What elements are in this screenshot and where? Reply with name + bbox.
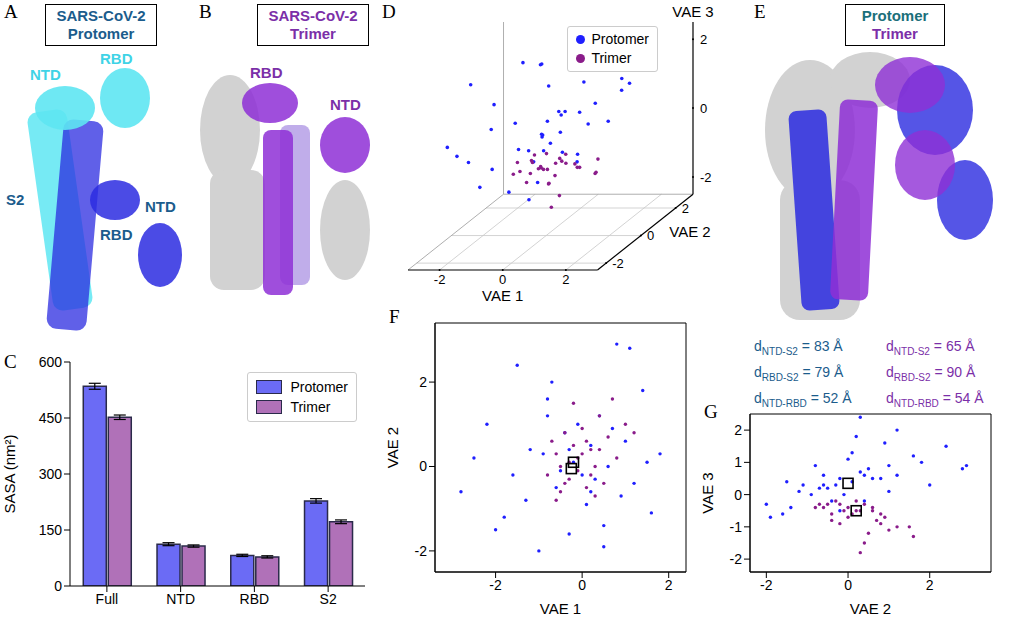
html-text:SARS-CoV-2 Trimer: SARS-CoV-2 Trimer	[268, 7, 358, 42]
svg-text:0: 0	[578, 577, 586, 593]
svg-text:0: 0	[499, 272, 506, 287]
html-text:Trimer: Trimer	[872, 25, 918, 42]
html-text:A: A	[4, 1, 18, 22]
svg-text:-1: -1	[730, 519, 743, 535]
svg-text:2: 2	[682, 201, 689, 216]
html-text:dNTD-S2 = 83 Å: dNTD-S2 = 83 Å	[754, 338, 843, 357]
svg-text:SASA (nm²): SASA (nm²)	[1, 434, 18, 513]
html-text:B: B	[199, 1, 212, 22]
html-text:dNTD-S2 = 65 Å: dNTD-S2 = 65 Å	[886, 338, 975, 357]
svg-text:VAE 2: VAE 2	[850, 600, 891, 617]
svg-text:NTD: NTD	[145, 198, 176, 215]
svg-text:0: 0	[419, 458, 427, 474]
svg-text:VAE 3: VAE 3	[672, 3, 713, 20]
svg-text:450: 450	[39, 410, 63, 426]
svg-text:RBD: RBD	[100, 50, 133, 67]
svg-text:0: 0	[647, 228, 654, 243]
svg-text:0: 0	[700, 101, 707, 116]
svg-text:VAE 2: VAE 2	[669, 223, 710, 240]
html-text:D: D	[382, 1, 396, 22]
svg-text:VAE 1: VAE 1	[482, 287, 523, 304]
html-text:G: G	[704, 401, 718, 422]
html-text:dRBD-S2 = 90 Å: dRBD-S2 = 90 Å	[886, 363, 976, 383]
svg-text:-2: -2	[730, 551, 743, 567]
svg-text:1: 1	[734, 454, 742, 470]
html-text:Trimer: Trimer	[591, 50, 632, 66]
html-text:Protomer: Protomer	[861, 7, 929, 24]
svg-text:2: 2	[419, 374, 427, 390]
svg-text:S2: S2	[320, 591, 337, 607]
html-text:E: E	[754, 1, 766, 22]
svg-text:-2: -2	[760, 577, 773, 593]
svg-text:0: 0	[54, 578, 62, 594]
svg-text:RBD: RBD	[250, 64, 283, 81]
svg-text:RBD: RBD	[100, 226, 133, 243]
html-text:dRBD-S2 = 79 Å: dRBD-S2 = 79 Å	[754, 363, 844, 383]
svg-text:150: 150	[39, 522, 63, 538]
svg-text:-2: -2	[612, 256, 624, 271]
html-text:C: C	[4, 351, 17, 372]
svg-text:2: 2	[926, 577, 934, 593]
svg-text:VAE 3: VAE 3	[700, 472, 716, 513]
svg-text:VAE 1: VAE 1	[540, 600, 581, 617]
svg-text:NTD: NTD	[30, 66, 61, 83]
svg-text:RBD: RBD	[240, 591, 270, 607]
html-text:Protomer: Protomer	[591, 31, 649, 47]
svg-text:2: 2	[734, 422, 742, 438]
html-text:Protomer: Protomer	[290, 379, 348, 395]
svg-text:NTD: NTD	[166, 591, 195, 607]
svg-text:300: 300	[39, 466, 63, 482]
html-text:dNTD-RBD = 52 Å: dNTD-RBD = 52 Å	[754, 389, 852, 409]
svg-text:0: 0	[844, 577, 852, 593]
html-text:SARS-CoV-2 Protomer: SARS-CoV-2 Protomer	[56, 7, 146, 42]
svg-text:2: 2	[562, 272, 569, 287]
svg-text:Full: Full	[96, 591, 119, 607]
svg-text:-2: -2	[434, 272, 446, 287]
svg-text:VAE 2: VAE 2	[385, 427, 401, 468]
svg-text:600: 600	[39, 354, 63, 370]
svg-text:0: 0	[734, 487, 742, 503]
html-text:dNTD-RBD = 54 Å: dNTD-RBD = 54 Å	[886, 389, 984, 409]
svg-text:-2: -2	[415, 543, 428, 559]
svg-text:-2: -2	[489, 577, 502, 593]
html-text:Trimer: Trimer	[290, 399, 331, 415]
svg-text:NTD: NTD	[330, 96, 361, 113]
svg-text:-2: -2	[700, 170, 712, 185]
html-text:F: F	[389, 306, 400, 327]
svg-text:2: 2	[665, 577, 673, 593]
svg-text:2: 2	[700, 32, 707, 47]
svg-text:S2: S2	[6, 191, 24, 208]
